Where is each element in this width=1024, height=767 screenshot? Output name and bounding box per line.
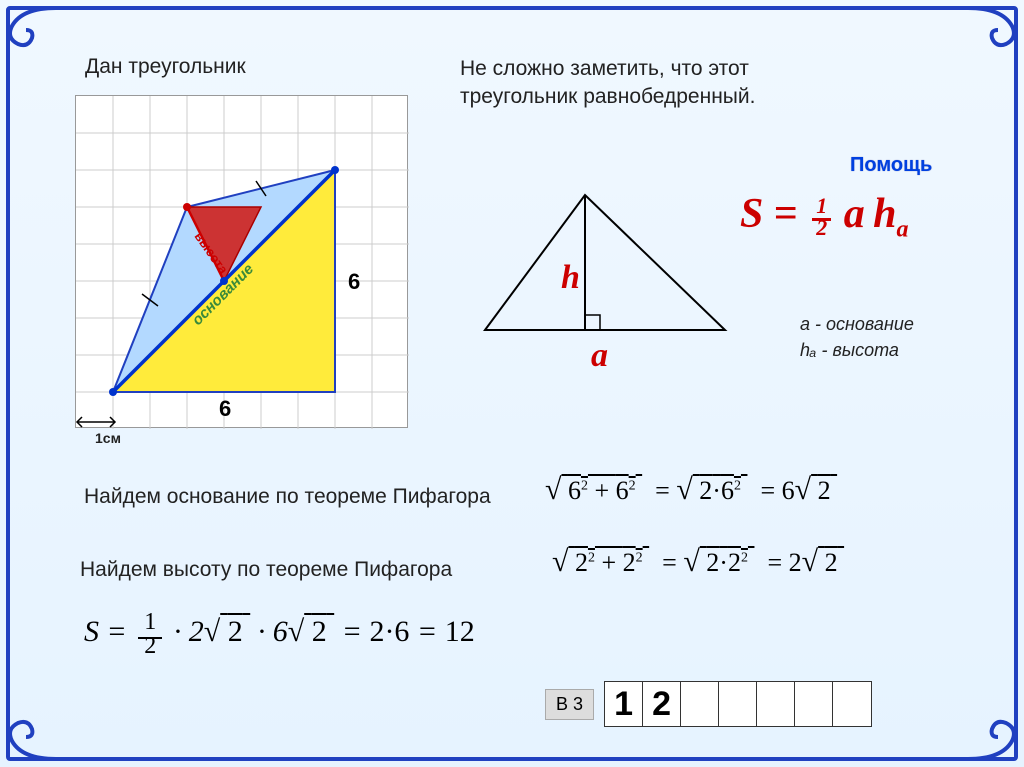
help-link[interactable]: Помощь bbox=[850, 154, 932, 177]
math-line-1: √ 62 + 62 = √ 2·62 = 6√ 2 bbox=[545, 473, 837, 507]
heading-observe: Не сложно заметить, что этот треугольник… bbox=[460, 55, 755, 112]
find-base-text: Найдем основание по теореме Пифагора bbox=[84, 485, 491, 509]
scale-label: 1cм bbox=[95, 430, 121, 446]
answer-cell[interactable] bbox=[795, 682, 833, 726]
svg-text:a: a bbox=[591, 337, 608, 370]
corner-tl bbox=[4, 4, 60, 60]
answer-box: В 3 1 2 bbox=[545, 681, 872, 727]
legend-height: hₐ - высота bbox=[800, 340, 899, 361]
scale-arrow bbox=[75, 415, 117, 429]
label-6-vertical: 6 bbox=[348, 269, 360, 294]
math-line-2: √ 22 + 22 = √ 2·22 = 2√ 2 bbox=[552, 545, 844, 579]
answer-cell[interactable]: 2 bbox=[643, 682, 681, 726]
answer-cell[interactable]: 1 bbox=[605, 682, 643, 726]
answer-cell[interactable] bbox=[719, 682, 757, 726]
answer-cell[interactable] bbox=[757, 682, 795, 726]
formula-triangle: h a bbox=[465, 180, 735, 350]
find-height-text: Найдем высоту по теореме Пифагора bbox=[80, 558, 452, 582]
heading-given: Дан треугольник bbox=[85, 55, 246, 79]
corner-tr bbox=[964, 4, 1020, 60]
final-formula: S = 12 · 2√ 2 · 6√ 2 = 2·6 = 12 bbox=[84, 610, 475, 658]
corner-bl bbox=[4, 707, 60, 763]
answer-cell[interactable] bbox=[833, 682, 871, 726]
legend-base: a - основание bbox=[800, 314, 914, 335]
area-formula: S = 12 a ha bbox=[740, 190, 909, 243]
answer-cell[interactable] bbox=[681, 682, 719, 726]
svg-text:h: h bbox=[561, 259, 580, 296]
corner-br bbox=[964, 707, 1020, 763]
grid-diagram: высота основание 6 6 bbox=[75, 95, 408, 428]
answer-cells[interactable]: 1 2 bbox=[604, 681, 872, 727]
answer-label: В 3 bbox=[545, 689, 594, 720]
label-6-horizontal: 6 bbox=[219, 396, 231, 421]
